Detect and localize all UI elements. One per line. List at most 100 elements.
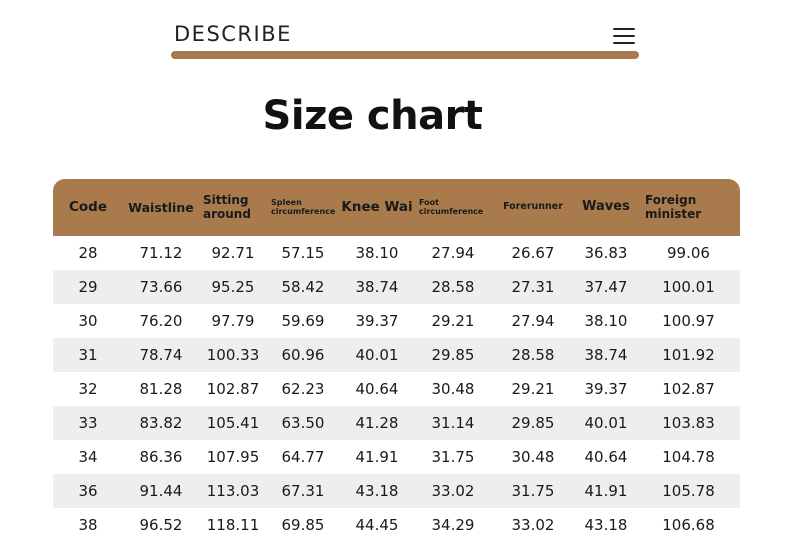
measurement-cell: 28.58 [431, 278, 475, 296]
measurement-cell: 100.01 [662, 278, 715, 296]
hamburger-menu-icon[interactable] [613, 27, 635, 45]
measurement-cell: 76.20 [139, 312, 183, 330]
measurement-cell: 43.18 [584, 516, 628, 534]
table-row: 29 73.66 95.25 58.42 38.74 28.58 27.31 37.47 100… [53, 270, 740, 304]
table-header-row: Code Waistline Sitting around Spleen cir… [53, 179, 740, 236]
measurement-cell: 39.37 [584, 380, 628, 398]
size-code-cell: 28 [78, 244, 98, 262]
size-chart-table: Code Waistline Sitting around Spleen cir… [53, 179, 740, 542]
measurement-cell: 43.18 [355, 482, 399, 500]
size-code-cell: 36 [78, 482, 98, 500]
measurement-cell: 31.75 [431, 448, 475, 466]
size-code-cell: 32 [78, 380, 98, 398]
page-header: DESCRIBE [171, 20, 639, 60]
measurement-cell: 38.10 [355, 244, 399, 262]
measurement-cell: 105.41 [206, 414, 260, 432]
size-code-cell: 34 [78, 448, 98, 466]
header-title: DESCRIBE [174, 22, 292, 46]
table-row: 30 76.20 97.79 59.69 39.37 29.21 27.94 38.10 100… [53, 304, 740, 338]
column-header-forerunner: Forerunner [503, 201, 563, 213]
measurement-cell: 26.67 [511, 244, 555, 262]
size-code-cell: 33 [78, 414, 98, 432]
measurement-cell: 44.45 [355, 516, 399, 534]
table-row: 38 96.52 118.11 69.85 44.45 34.29 33.02 43.18 10… [53, 508, 740, 542]
measurement-cell: 38.74 [355, 278, 399, 296]
measurement-cell: 40.01 [584, 414, 628, 432]
measurement-cell: 95.25 [211, 278, 255, 296]
measurement-cell: 69.85 [281, 516, 325, 534]
measurement-cell: 105.78 [662, 482, 715, 500]
measurement-cell: 101.92 [662, 346, 715, 364]
measurement-cell: 31.75 [511, 482, 555, 500]
measurement-cell: 40.01 [355, 346, 399, 364]
measurement-cell: 100.97 [662, 312, 715, 330]
measurement-cell: 29.21 [431, 312, 475, 330]
size-code-cell: 38 [78, 516, 98, 534]
table-row: 34 86.36 107.95 64.77 41.91 31.75 30.48 40.64 10… [53, 440, 740, 474]
measurement-cell: 97.79 [211, 312, 255, 330]
column-header-waistline: Waistline [128, 199, 194, 215]
table-row: 36 91.44 113.03 67.31 43.18 33.02 31.75 41.91 10… [53, 474, 740, 508]
size-code-cell: 31 [78, 346, 98, 364]
measurement-cell: 92.71 [211, 244, 255, 262]
measurement-cell: 33.02 [431, 482, 475, 500]
measurement-cell: 83.82 [139, 414, 183, 432]
measurement-cell: 41.91 [355, 448, 399, 466]
measurement-cell: 99.06 [667, 244, 710, 262]
measurement-cell: 103.83 [662, 414, 715, 432]
column-header-sitting-around: Sitting around [203, 193, 251, 221]
measurement-cell: 62.23 [281, 380, 325, 398]
measurement-cell: 67.31 [281, 482, 325, 500]
measurement-cell: 41.28 [355, 414, 399, 432]
column-header-code: Code [68, 198, 107, 215]
table-row: 32 81.28 102.87 62.23 40.64 30.48 29.21 39.37 10… [53, 372, 740, 406]
measurement-cell: 27.94 [511, 312, 555, 330]
measurement-cell: 102.87 [206, 380, 260, 398]
measurement-cell: 71.12 [139, 244, 183, 262]
column-header-waves: Waves [582, 199, 630, 215]
measurement-cell: 28.58 [511, 346, 555, 364]
measurement-cell: 118.11 [206, 516, 260, 534]
measurement-cell: 91.44 [139, 482, 183, 500]
measurement-cell: 31.14 [431, 414, 475, 432]
measurement-cell: 73.66 [139, 278, 183, 296]
measurement-cell: 30.48 [431, 380, 475, 398]
measurement-cell: 57.15 [281, 244, 325, 262]
measurement-cell: 100.33 [206, 346, 260, 364]
measurement-cell: 107.95 [206, 448, 260, 466]
table-body: 28 71.12 92.71 57.15 38.10 27.94 26.67 36.83 99.… [53, 236, 740, 542]
measurement-cell: 29.21 [511, 380, 555, 398]
measurement-cell: 64.77 [281, 448, 325, 466]
measurement-cell: 104.78 [662, 448, 715, 466]
page-title: Size chart [262, 93, 483, 139]
measurement-cell: 38.74 [584, 346, 628, 364]
measurement-cell: 58.42 [281, 278, 325, 296]
table-row: 33 83.82 105.41 63.50 41.28 31.14 29.85 40.01 10… [53, 406, 740, 440]
measurement-cell: 40.64 [355, 380, 399, 398]
measurement-cell: 38.10 [584, 312, 628, 330]
measurement-cell: 27.94 [431, 244, 475, 262]
measurement-cell: 96.52 [139, 516, 183, 534]
measurement-cell: 63.50 [281, 414, 325, 432]
column-header-foot-circumference: Foot circumference [419, 197, 484, 216]
measurement-cell: 34.29 [431, 516, 475, 534]
measurement-cell: 36.83 [584, 244, 628, 262]
size-code-cell: 30 [78, 312, 98, 330]
header-divider-bar [171, 51, 639, 59]
table-row: 28 71.12 92.71 57.15 38.10 27.94 26.67 36.83 99.… [53, 236, 740, 270]
measurement-cell: 102.87 [662, 380, 715, 398]
measurement-cell: 86.36 [139, 448, 183, 466]
measurement-cell: 41.91 [584, 482, 628, 500]
measurement-cell: 37.47 [584, 278, 628, 296]
measurement-cell: 33.02 [511, 516, 555, 534]
measurement-cell: 27.31 [511, 278, 555, 296]
table-row: 31 78.74 100.33 60.96 40.01 29.85 28.58 38.74 10… [53, 338, 740, 372]
size-code-cell: 29 [78, 278, 98, 296]
measurement-cell: 30.48 [511, 448, 555, 466]
measurement-cell: 59.69 [281, 312, 325, 330]
measurement-cell: 106.68 [662, 516, 715, 534]
measurement-cell: 29.85 [511, 414, 555, 432]
column-header-foreign-minister: Foreign minister [645, 193, 702, 221]
column-header-spleen-circumference: Spleen circumference [271, 197, 336, 216]
measurement-cell: 39.37 [355, 312, 399, 330]
